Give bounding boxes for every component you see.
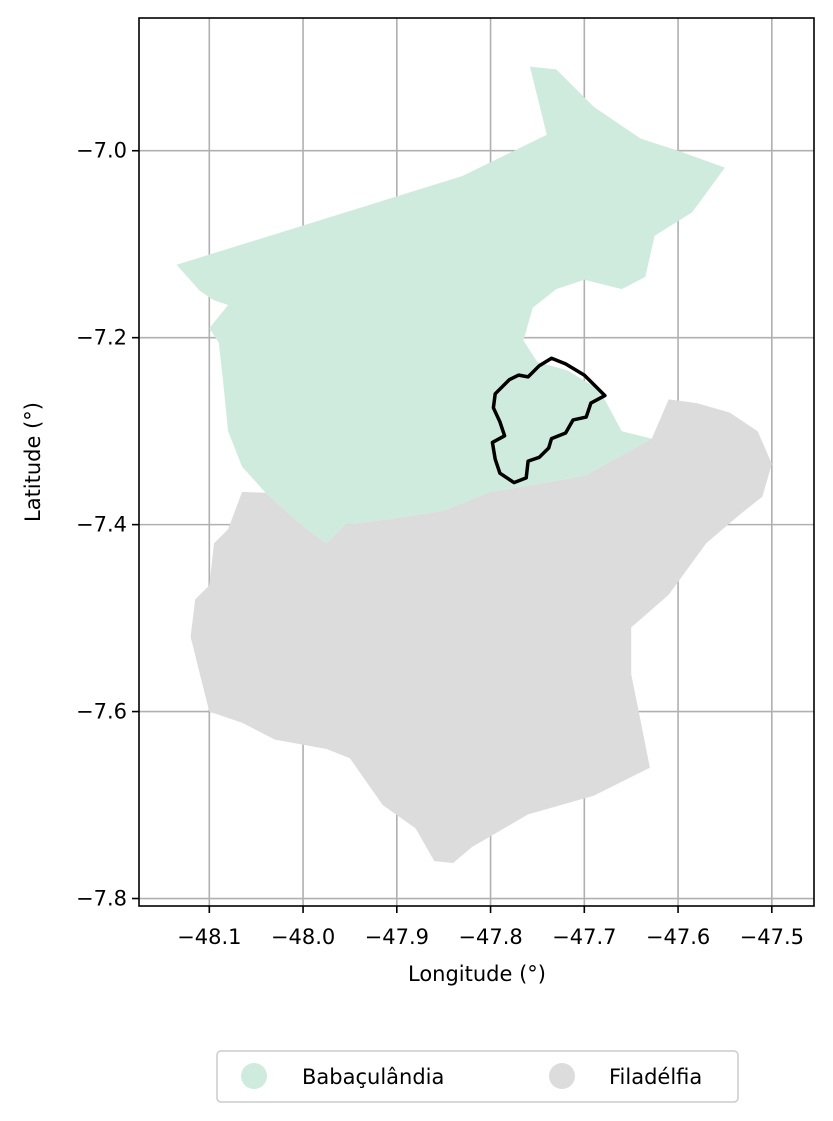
y-tick-label-3: −7.2 bbox=[76, 326, 127, 350]
y-tick-label-4: −7.0 bbox=[76, 139, 127, 163]
x-tick-label-1: −48.0 bbox=[271, 925, 335, 949]
y-tick-label-0: −7.8 bbox=[76, 887, 127, 911]
x-axis-ticks: −48.1 −48.0 −47.9 −47.8 −47.7 −47.6 −47.5 bbox=[177, 906, 804, 949]
region-babaculandia bbox=[176, 66, 725, 544]
y-tick-label-2: −7.4 bbox=[76, 513, 127, 537]
y-tick-label-1: −7.6 bbox=[76, 700, 127, 724]
x-tick-label-3: −47.8 bbox=[458, 925, 522, 949]
legend-box bbox=[216, 1050, 739, 1103]
x-tick-label-4: −47.7 bbox=[552, 925, 616, 949]
x-axis-title: Longitude (°) bbox=[408, 962, 546, 986]
highlight-outline-path bbox=[490, 356, 607, 485]
legend-label-babaculandia: Babaçulândia bbox=[302, 1065, 444, 1089]
legend-label-filadelfia: Filadélfia bbox=[609, 1065, 702, 1089]
region-filadelfia bbox=[190, 399, 772, 863]
x-tick-label-2: −47.9 bbox=[365, 925, 429, 949]
x-tick-label-0: −48.1 bbox=[177, 925, 241, 949]
x-tick-label-5: −47.6 bbox=[646, 925, 710, 949]
highlight-outline bbox=[490, 356, 607, 485]
region-polygons bbox=[176, 66, 772, 863]
legend-swatch-filadelfia bbox=[549, 1063, 575, 1089]
legend-swatch-babaculandia bbox=[241, 1063, 267, 1089]
legend: Babaçulândia Filadélfia bbox=[216, 1050, 739, 1103]
y-axis-title: Latitude (°) bbox=[21, 402, 45, 522]
plot-frame bbox=[138, 17, 815, 907]
y-axis-ticks: −7.8 −7.6 −7.4 −7.2 −7.0 bbox=[76, 139, 139, 911]
x-tick-label-6: −47.5 bbox=[740, 925, 804, 949]
